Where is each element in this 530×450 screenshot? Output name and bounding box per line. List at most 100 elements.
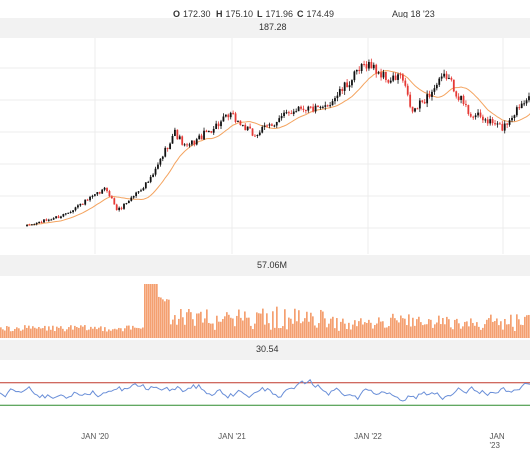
candle-body: [205, 130, 208, 133]
volume-bar: [432, 327, 434, 338]
volume-bar: [304, 318, 306, 338]
volume-bar: [152, 284, 154, 338]
candle-body: [290, 113, 293, 115]
volume-bar: [226, 312, 228, 338]
volume-bar: [352, 324, 354, 338]
volume-bar: [92, 328, 94, 338]
volume-bar: [350, 329, 352, 338]
volume-bar: [116, 329, 118, 338]
volume-bar: [44, 325, 46, 338]
candle-body: [244, 124, 247, 131]
candle-body: [508, 120, 511, 125]
price-pane[interactable]: [0, 38, 530, 254]
candle-body: [324, 105, 327, 107]
volume-bar: [150, 284, 152, 338]
candle-body: [159, 158, 162, 165]
volume-bar: [20, 330, 22, 338]
volume-bar: [98, 327, 100, 338]
candle-body: [210, 131, 213, 133]
candle-body: [423, 101, 426, 104]
volume-bar: [270, 329, 272, 338]
candle-body: [200, 135, 203, 140]
volume-bar: [200, 311, 202, 338]
candle-body: [142, 188, 145, 191]
volume-bar: [520, 324, 522, 338]
volume-bar: [368, 319, 370, 338]
volume-bar: [260, 313, 262, 338]
candle-body: [304, 109, 307, 111]
volume-bar: [452, 329, 454, 338]
volume-bar: [506, 324, 508, 338]
candle-body: [217, 123, 220, 127]
volume-bar: [330, 318, 332, 338]
volume-bar: [78, 327, 80, 338]
candle-body: [288, 112, 290, 114]
volume-bar: [424, 324, 426, 338]
volume-bar: [106, 331, 108, 338]
price-chart[interactable]: [0, 38, 530, 254]
volume-bar: [166, 299, 168, 338]
volume-bar: [362, 324, 364, 338]
candle-body: [360, 64, 363, 71]
candle-body: [275, 122, 278, 126]
volume-bar: [228, 314, 230, 338]
candle-body: [40, 222, 43, 224]
candle-body: [191, 140, 193, 145]
candle-body: [520, 103, 523, 109]
volume-bar: [206, 309, 208, 338]
candle-body: [241, 124, 244, 126]
high-value: H 175.10: [216, 9, 254, 19]
volume-bar: [342, 318, 344, 338]
candle-body: [363, 64, 365, 66]
candle-body: [195, 139, 198, 145]
volume-bar: [296, 321, 298, 338]
volume-chart[interactable]: [0, 276, 530, 338]
candle-body: [440, 76, 443, 79]
candle-body: [351, 80, 353, 86]
volume-bar: [38, 326, 40, 338]
volume-bar: [358, 321, 360, 338]
volume-bar: [400, 315, 402, 338]
volume-bar: [192, 319, 194, 338]
volume-bar: [382, 321, 384, 338]
volume-bar: [392, 313, 394, 338]
volume-bar: [140, 328, 142, 338]
candle-body: [448, 77, 450, 79]
volume-bar: [94, 326, 96, 338]
volume-bar: [218, 321, 220, 338]
candle-body: [394, 75, 397, 80]
candle-body: [433, 88, 436, 92]
volume-bar: [34, 327, 36, 338]
rsi-pane[interactable]: [0, 360, 530, 428]
volume-bar: [18, 328, 20, 338]
candle-body: [515, 107, 518, 116]
volume-bar: [396, 320, 398, 338]
candle-body: [64, 213, 67, 215]
volume-bar: [336, 318, 338, 338]
volume-pane[interactable]: [0, 276, 530, 338]
rsi-chart[interactable]: [0, 360, 530, 428]
volume-bar: [74, 325, 76, 338]
candle-body: [72, 210, 74, 213]
volume-bar: [134, 327, 136, 338]
volume-bar: [460, 328, 462, 338]
candle-body: [278, 118, 281, 123]
volume-bar: [28, 325, 30, 338]
volume-bar: [186, 312, 188, 338]
volume-bar: [90, 326, 92, 338]
close-value: C 174.49: [297, 9, 335, 19]
candle-body: [307, 106, 310, 111]
price-label: 187.28: [259, 22, 287, 32]
candle-body: [389, 80, 392, 83]
volume-bar: [240, 317, 242, 338]
candle-body: [365, 64, 368, 69]
candle-body: [334, 98, 336, 102]
candle-body: [55, 216, 58, 219]
volume-bar: [294, 308, 296, 338]
volume-bar: [198, 313, 200, 338]
volume-bar: [490, 314, 492, 338]
volume-bar: [220, 321, 222, 338]
volume-bar: [80, 325, 82, 338]
volume-bar: [298, 310, 300, 338]
volume-bar: [172, 319, 174, 338]
